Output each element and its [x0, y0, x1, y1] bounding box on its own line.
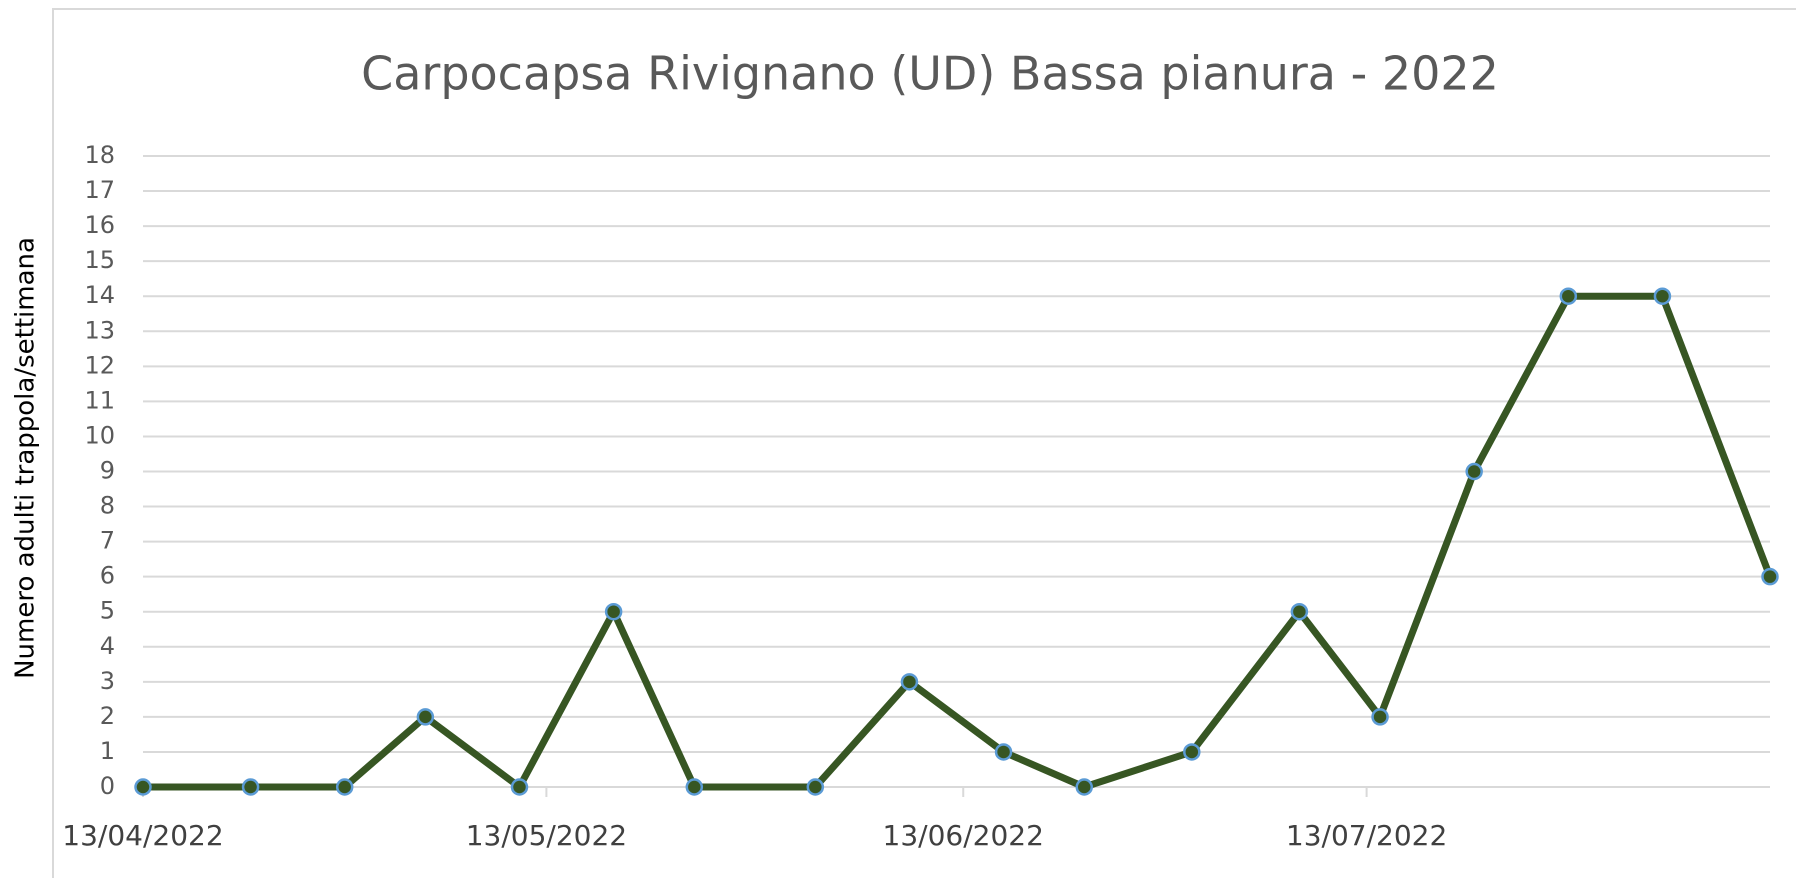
data-point — [241, 778, 260, 796]
y-tick-label: 9 — [100, 457, 115, 485]
y-tick-label: 1 — [100, 737, 115, 765]
y-tick-label: 0 — [100, 772, 115, 800]
y-tick-label: 10 — [84, 421, 115, 449]
y-tick-label: 14 — [84, 281, 115, 309]
y-tick-label: 8 — [100, 492, 115, 520]
y-tick-label: 12 — [84, 351, 115, 379]
data-point — [1290, 602, 1309, 621]
data-point — [994, 743, 1013, 761]
y-tick-label: 4 — [100, 632, 115, 660]
data-point — [806, 778, 825, 796]
y-tick-label: 5 — [100, 597, 115, 625]
y-tick-label: 6 — [100, 562, 115, 590]
y-axis-label: Numero adulti trappola/settimana — [11, 237, 41, 679]
data-point — [335, 778, 354, 796]
y-tick-label: 2 — [100, 702, 115, 730]
x-tick-label: 13/06/2022 — [883, 819, 1044, 852]
data-point — [1075, 778, 1093, 796]
y-tick-label: 15 — [84, 246, 115, 274]
data-point — [416, 708, 435, 726]
y-tick-label: 17 — [84, 176, 115, 204]
data-point — [900, 673, 919, 691]
y-tick-label: 18 — [84, 141, 115, 169]
data-point — [134, 778, 152, 796]
x-tick-label: 13/05/2022 — [466, 819, 627, 852]
data-point — [604, 602, 623, 621]
y-tick-label: 11 — [84, 386, 115, 414]
x-tick-label: 13/07/2022 — [1286, 819, 1447, 852]
chart-title: Carpocapsa Rivignano (UD) Bassa pianura … — [361, 47, 1499, 101]
data-point — [510, 778, 529, 796]
chart-border — [52, 8, 1796, 878]
data-point — [685, 778, 704, 796]
y-tick-label: 13 — [84, 316, 115, 344]
data-point — [1183, 743, 1201, 761]
data-point — [1761, 567, 1779, 586]
y-tick-label: 16 — [84, 211, 115, 239]
y-tick-label: 7 — [100, 527, 115, 555]
data-point — [1465, 462, 1483, 481]
y-tick-label: 3 — [100, 667, 115, 695]
data-point — [1559, 287, 1578, 305]
data-point — [1653, 287, 1672, 305]
data-point — [1371, 708, 1389, 726]
data-line — [143, 292, 1774, 791]
x-tick-label: 13/04/2022 — [62, 819, 223, 852]
